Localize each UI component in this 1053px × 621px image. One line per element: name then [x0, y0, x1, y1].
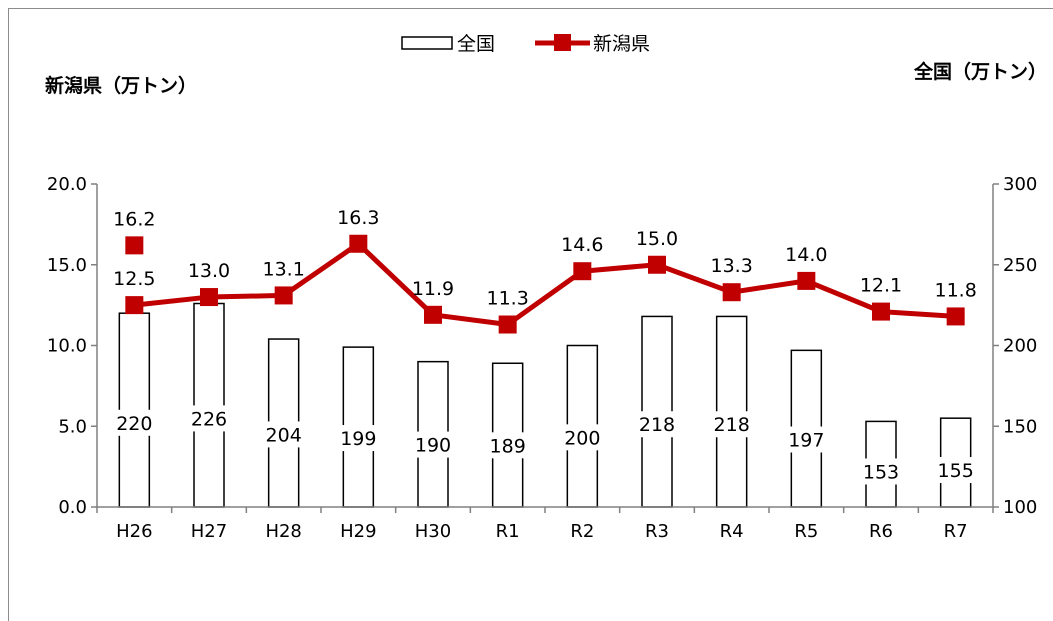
x-tick-label: H29 — [340, 521, 376, 542]
x-tick-label: H27 — [191, 521, 227, 542]
bar-value-label: 218 — [714, 414, 750, 436]
x-tick-label: H26 — [116, 521, 152, 542]
left-tick-label: 15.0 — [47, 255, 87, 276]
left-tick-label: 0.0 — [58, 497, 87, 518]
niigata-marker — [200, 288, 218, 307]
left-tick-label: 10.0 — [47, 336, 87, 357]
bar-label-bg — [558, 424, 607, 451]
bar-value-label: 189 — [490, 435, 526, 457]
niigata-marker — [424, 305, 442, 324]
right-tick-label: 100 — [1003, 497, 1037, 518]
niigata-value-label: 14.6 — [561, 234, 603, 256]
niigata-marker — [872, 302, 890, 321]
bar-value-label: 153 — [863, 461, 899, 483]
niigata-marker — [498, 315, 517, 334]
niigata-marker — [349, 234, 368, 253]
bar-value-label: 197 — [788, 430, 824, 452]
bar-value-label: 190 — [415, 435, 451, 457]
bar-label-bg — [633, 411, 681, 438]
niigata-marker — [573, 262, 592, 281]
left-tick-label: 5.0 — [58, 416, 87, 437]
niigata-value-label: 11.9 — [412, 278, 454, 300]
bar-label-bg — [931, 457, 980, 484]
x-tick-label: R3 — [645, 521, 669, 542]
bar-value-label: 200 — [564, 427, 600, 449]
legend-bar-swatch — [401, 36, 453, 50]
bar-label-bg — [334, 425, 383, 452]
axes-layer: 0.0 5.0 10.0 15.0 20.0 100 150 200 250 300 H26 H27 H… — [47, 174, 1037, 542]
niigata-marker — [125, 296, 144, 315]
right-tick-label: 300 — [1003, 174, 1037, 195]
bar-label-bg — [259, 421, 308, 448]
niigata-marker — [797, 271, 816, 290]
right-tick-label: 200 — [1003, 336, 1037, 357]
bar-label-bg — [782, 426, 831, 453]
x-tick-label: H30 — [415, 521, 451, 542]
niigata-value-label: 13.1 — [263, 258, 305, 280]
legend-label-niigata: 新潟県 — [593, 33, 650, 55]
bar-value-label: 226 — [191, 408, 227, 430]
bar-label-bg — [185, 405, 233, 432]
niigata-value-label: 11.8 — [935, 279, 977, 301]
right-tick-label: 250 — [1003, 255, 1037, 276]
x-tick-label: R6 — [869, 521, 893, 542]
niigata-value-label: 12.5 — [113, 268, 155, 290]
bar — [193, 302, 225, 508]
x-tick-label: R2 — [570, 521, 594, 542]
niigata-marker — [722, 283, 741, 302]
legend-label-national: 全国 — [457, 33, 495, 55]
niigata-value-label: 15.0 — [636, 228, 678, 250]
extra-marker — [125, 236, 144, 255]
x-tick-label: H28 — [265, 521, 301, 542]
x-tick-label: R1 — [496, 521, 520, 542]
niigata-marker — [648, 255, 666, 274]
right-axis-title: 全国（万トン） — [913, 60, 1047, 83]
bar-label-bg — [110, 409, 159, 436]
bars-layer — [118, 302, 972, 508]
niigata-value-label: 14.0 — [785, 244, 827, 266]
labels-layer: 220 226 204 199 190 189 200 218 218 197 153 155 12.5… — [110, 207, 980, 485]
bar-value-label: 155 — [938, 460, 974, 482]
legend-marker-swatch — [554, 34, 571, 51]
chart-frame — [8, 8, 1053, 621]
bar-value-label: 218 — [639, 414, 675, 436]
bar-value-label: 204 — [266, 424, 302, 446]
niigata-line — [134, 241, 956, 328]
bar-value-label: 220 — [116, 413, 152, 435]
niigata-marker — [274, 286, 293, 305]
legend: 全国 新潟県 — [401, 33, 650, 55]
bar-label-bg — [483, 432, 532, 459]
niigata-value-label: 13.3 — [711, 255, 753, 277]
niigata-value-label: 13.0 — [188, 260, 230, 282]
bar-value-label: 199 — [340, 428, 376, 450]
line-layer — [125, 234, 965, 334]
bar-label-bg — [409, 431, 457, 458]
extra-value-label: 16.2 — [113, 208, 155, 230]
x-tick-label: R5 — [794, 521, 818, 542]
niigata-value-label: 11.3 — [487, 288, 529, 310]
bar-label-bg — [857, 458, 905, 485]
bar-label-bg — [707, 411, 756, 438]
niigata-value-label: 12.1 — [860, 275, 902, 297]
niigata-marker — [946, 307, 965, 326]
x-tick-label: R4 — [720, 521, 744, 542]
left-tick-label: 20.0 — [47, 174, 87, 195]
left-axis-title: 新潟県（万トン） — [45, 74, 197, 97]
x-tick-label: R7 — [944, 521, 968, 542]
right-tick-label: 150 — [1003, 416, 1037, 437]
niigata-value-label: 16.3 — [337, 207, 379, 229]
